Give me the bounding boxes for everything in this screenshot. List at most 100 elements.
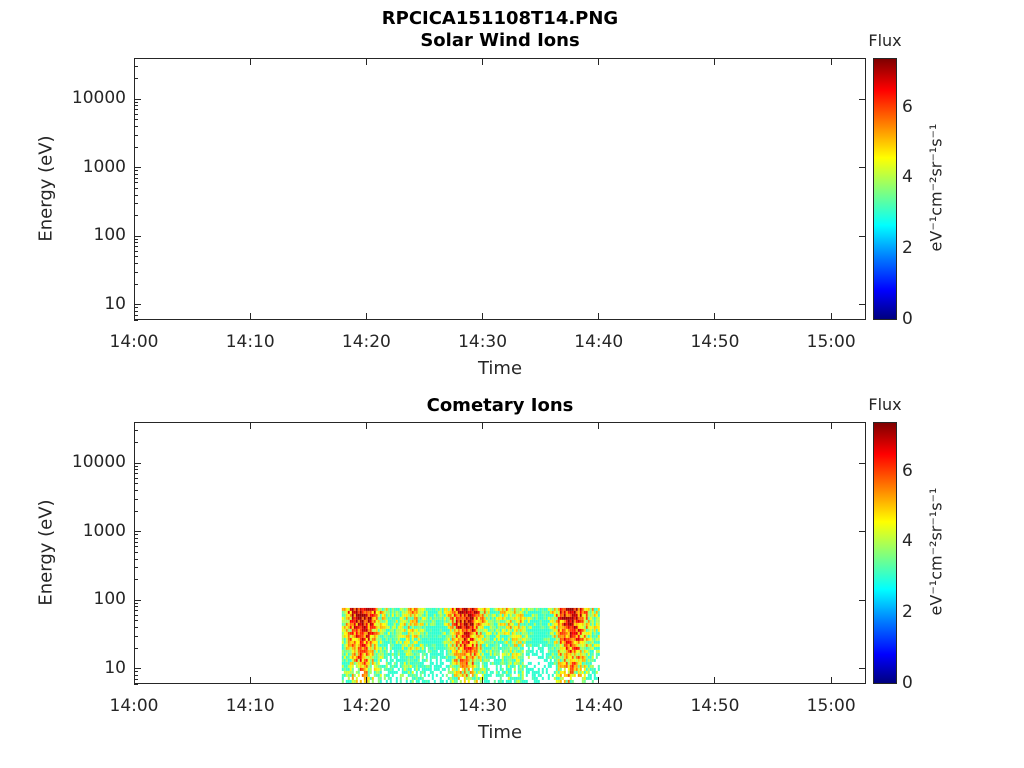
spectrogram-cell (569, 676, 572, 680)
spectrogram-cell (437, 640, 440, 644)
spectrogram-cell (577, 670, 580, 674)
spectrogram-cell (581, 670, 584, 674)
spectrogram-cell (419, 634, 422, 638)
spectrogram-cell (373, 631, 376, 635)
spectrogram-cell (467, 649, 470, 653)
spectrogram-cell (487, 631, 490, 635)
spectrogram-cell (579, 640, 582, 644)
spectrogram-cell (363, 646, 366, 650)
spectrogram-cell (361, 610, 364, 614)
spectrogram-cell (353, 652, 356, 656)
spectrogram-cell (399, 646, 402, 650)
spectrogram-cell (457, 631, 460, 635)
spectrogram-cell (539, 640, 542, 644)
spectrogram-cell (585, 613, 588, 617)
spectrogram-cell (377, 664, 380, 668)
spectrogram-cell (497, 658, 500, 662)
spectrogram-cell (563, 622, 566, 626)
spectrogram-cell (585, 640, 588, 644)
spectrogram-cell (437, 667, 440, 671)
spectrogram-cell (449, 619, 452, 623)
spectrogram-cell (589, 619, 592, 623)
spectrogram-cell (543, 610, 546, 614)
spectrogram-cell (397, 637, 400, 641)
spectrogram-cell (403, 613, 406, 617)
spectrogram-cell (567, 655, 570, 659)
spectrogram-cell (491, 646, 494, 650)
y-minor-tick (134, 109, 138, 111)
spectrogram-cell (427, 664, 430, 668)
spectrogram-cell (583, 652, 586, 656)
spectrogram-cell (363, 658, 366, 662)
spectrogram-cell (449, 664, 452, 668)
spectrogram-cell (381, 649, 384, 653)
spectrogram-cell (367, 643, 370, 647)
spectrogram-cell (343, 610, 346, 614)
spectrogram-cell (405, 619, 408, 623)
spectrogram-cell (477, 676, 480, 680)
spectrogram-cell (447, 655, 450, 659)
spectrogram-cell (377, 658, 380, 662)
spectrogram-cell (401, 643, 404, 647)
spectrogram-cell (393, 655, 396, 659)
spectrogram-cell (353, 607, 356, 611)
spectrogram-cell (471, 655, 474, 659)
spectrogram-cell (581, 640, 584, 644)
spectrogram-cell (447, 613, 450, 617)
spectrogram-cell (473, 610, 476, 614)
spectrogram-cell (531, 667, 534, 671)
spectrogram-cell (549, 634, 552, 638)
spectrogram-cell (389, 619, 392, 623)
spectrogram-cell (421, 676, 424, 680)
spectrogram-cell (467, 622, 470, 626)
spectrogram-cell (349, 628, 352, 632)
y-tick-label: 10 (104, 657, 126, 678)
spectrogram-cell (441, 673, 444, 677)
spectrogram-cell (591, 679, 594, 683)
spectrogram-cell (377, 667, 380, 671)
spectrogram-cell (463, 658, 466, 662)
spectrogram-cell (587, 658, 590, 662)
spectrogram-cell (359, 622, 362, 626)
spectrogram-cell (533, 622, 536, 626)
spectrogram-cell (555, 634, 558, 638)
spectrogram-cell (583, 655, 586, 659)
spectrogram-cell (413, 616, 416, 620)
y-minor-tick (134, 483, 138, 485)
spectrogram-cell (431, 610, 434, 614)
spectrogram-cell (475, 658, 478, 662)
spectrogram-cell (387, 628, 390, 632)
spectrogram-cell (445, 634, 448, 638)
spectrogram-cell (457, 634, 460, 638)
spectrogram-cell (569, 613, 572, 617)
spectrogram-cell (353, 649, 356, 653)
spectrogram-cell (397, 628, 400, 632)
spectrogram-cell (585, 616, 588, 620)
spectrogram-cell (403, 643, 406, 647)
spectrogram-cell (345, 634, 348, 638)
spectrogram-cell (343, 646, 346, 650)
spectrogram-cell (539, 646, 542, 650)
spectrogram-cell (489, 637, 492, 641)
spectrogram-cell (485, 667, 488, 671)
spectrogram-cell (441, 622, 444, 626)
spectrogram-cell (469, 643, 472, 647)
spectrogram-cell (537, 625, 540, 629)
spectrogram-cell (577, 619, 580, 623)
spectrogram-cell (367, 646, 370, 650)
spectrogram-cell (549, 637, 552, 641)
spectrogram-cell (561, 670, 564, 674)
spectrogram-cell (511, 652, 514, 656)
spectrogram-cell (501, 610, 504, 614)
spectrogram-cell (383, 655, 386, 659)
spectrogram-cell (587, 673, 590, 677)
spectrogram-cell (541, 619, 544, 623)
spectrogram-cell (531, 616, 534, 620)
spectrogram-cell (583, 613, 586, 617)
spectrogram-cell (543, 640, 546, 644)
spectrogram-cell (569, 649, 572, 653)
spectrogram-cell (473, 625, 476, 629)
spectrogram-cell (421, 622, 424, 626)
spectrogram-cell (509, 616, 512, 620)
spectrogram-cell (407, 616, 410, 620)
